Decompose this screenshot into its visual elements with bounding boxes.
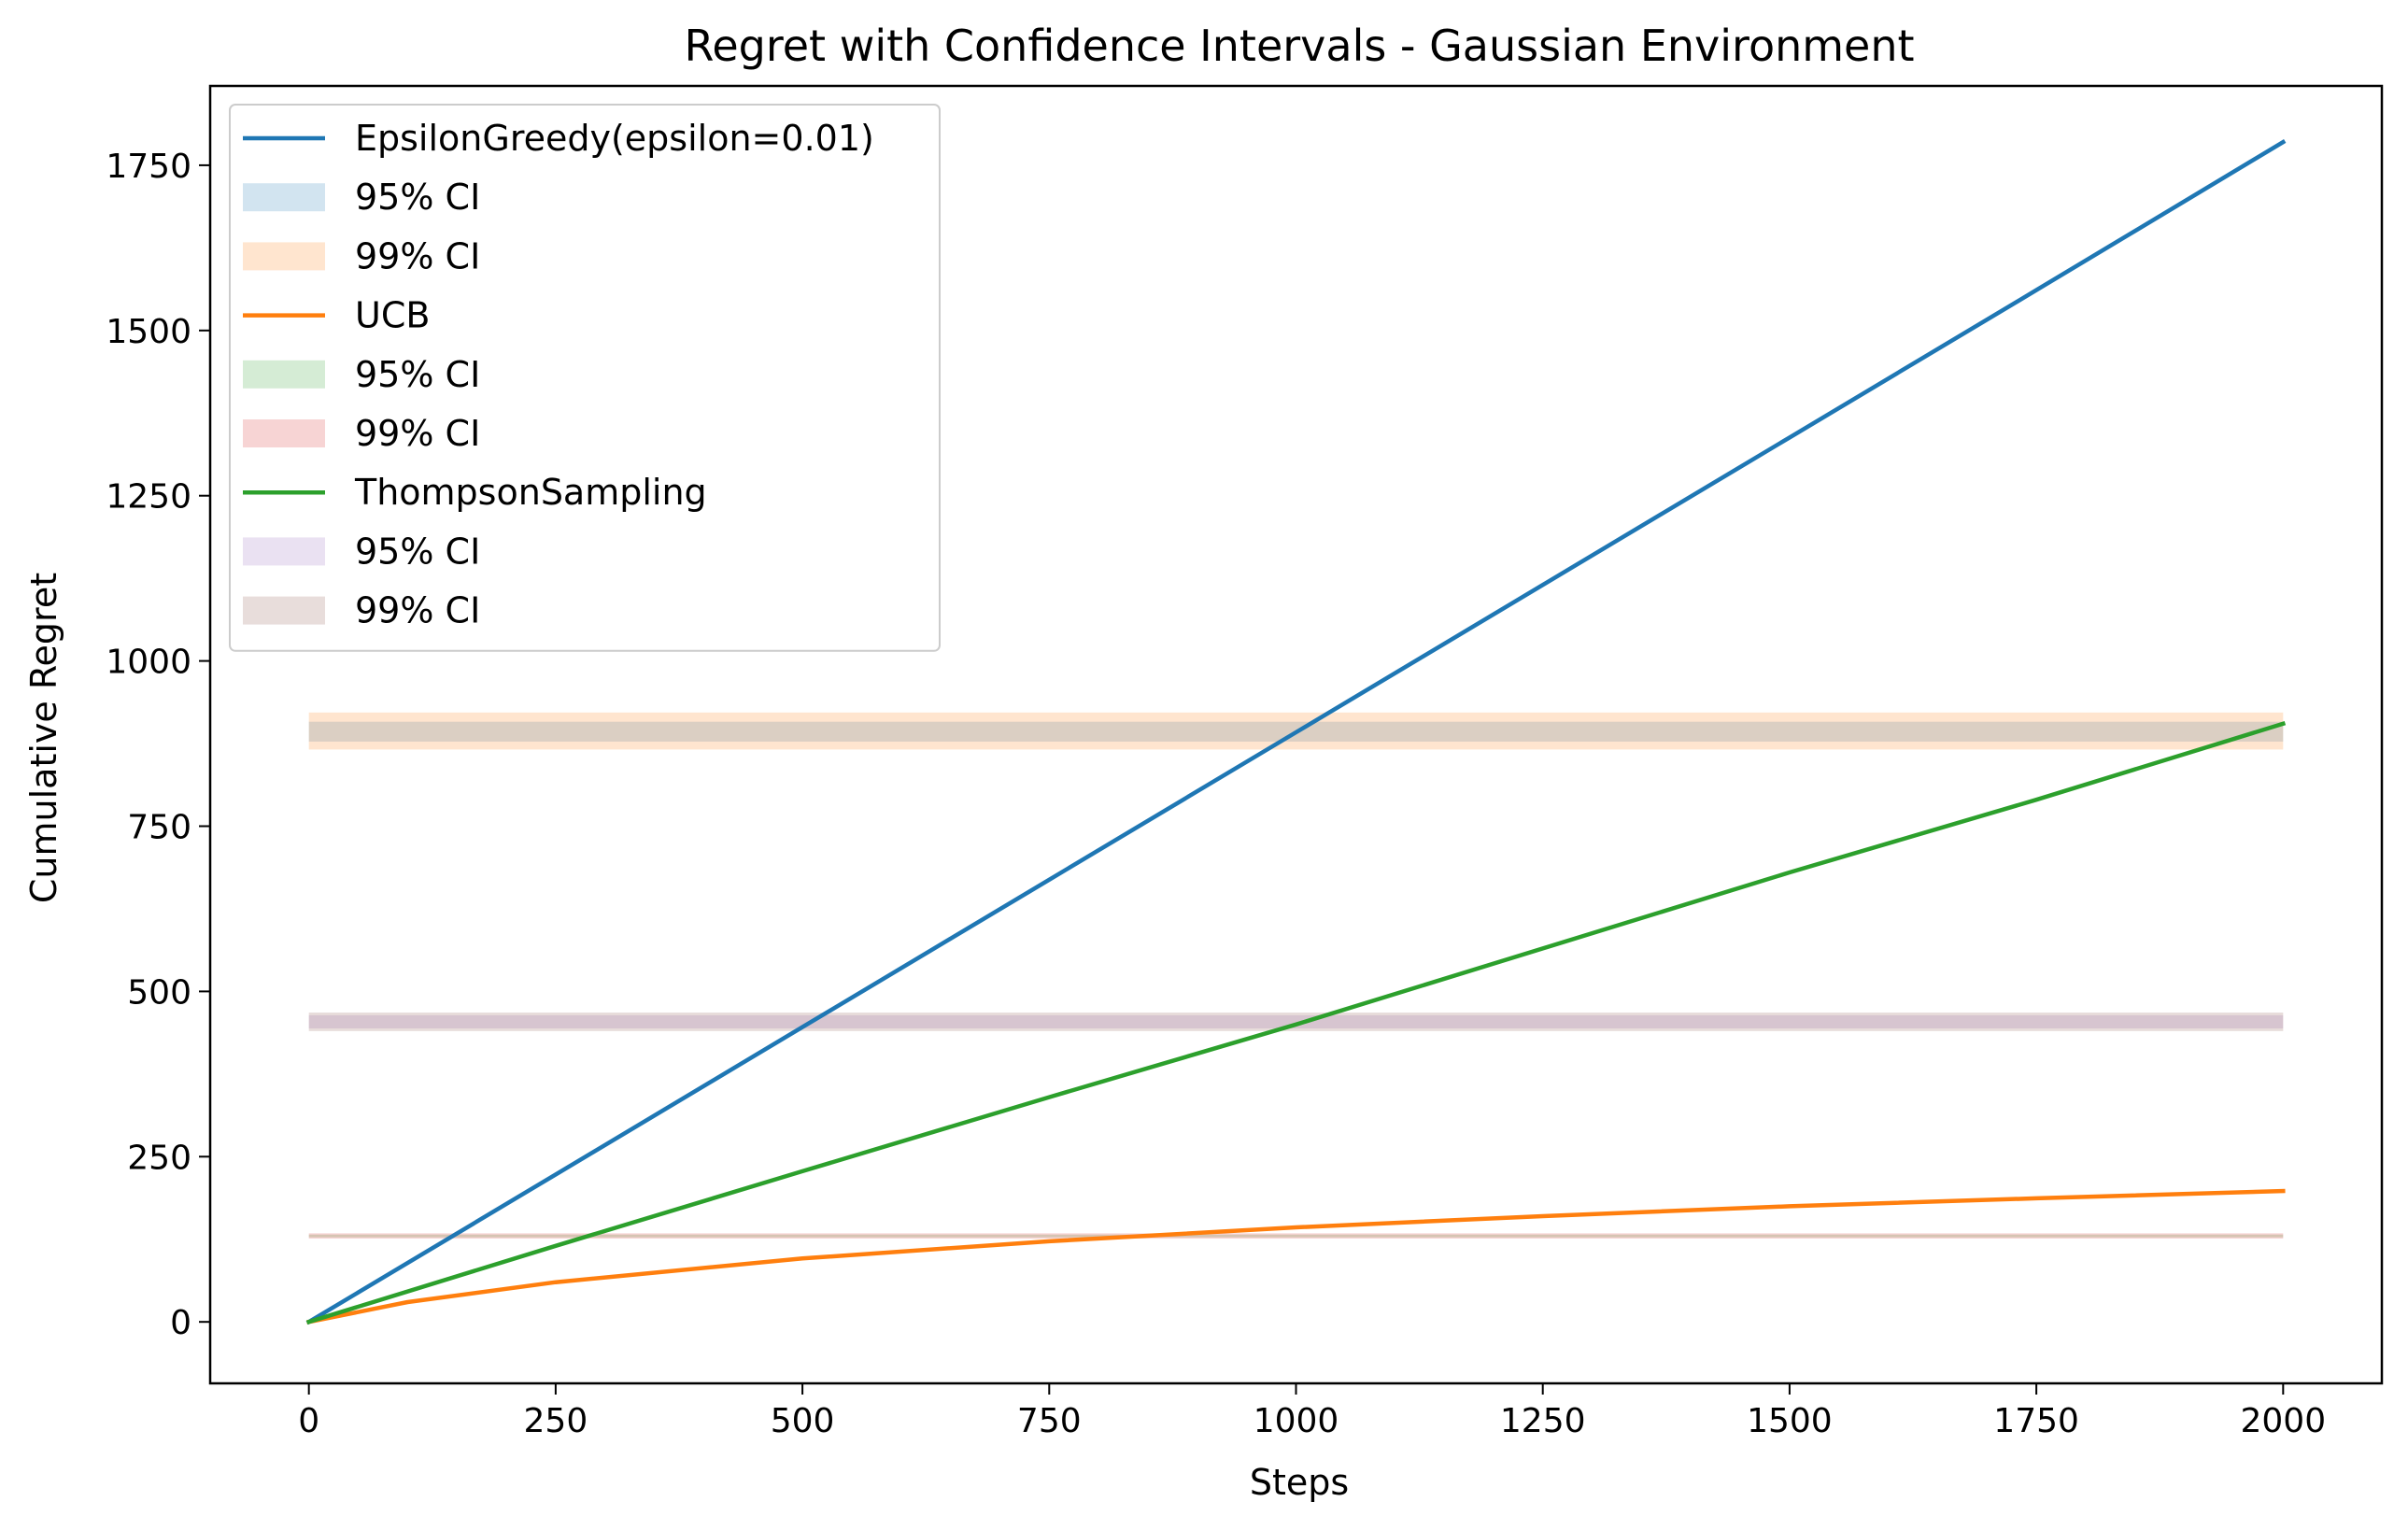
series-line-0: [305, 139, 2287, 1325]
x-tick-label: 1500: [1747, 1402, 1833, 1440]
legend-label: 99% CI: [355, 590, 480, 631]
series-line-1: [306, 1188, 2286, 1325]
ci-band-3: [308, 1233, 2284, 1240]
chart-title: Regret with Confidence Intervals - Gauss…: [684, 21, 1914, 71]
y-tick-label: 1000: [106, 644, 191, 682]
legend-patch-swatch: [243, 360, 325, 389]
legend-box: [229, 104, 941, 652]
x-axis: 0 250 500 750 1000 1250 1500 1750 2000: [298, 1383, 2326, 1440]
y-tick-label: 250: [127, 1139, 191, 1177]
y-tick-label: 1750: [106, 148, 191, 186]
legend-label: EpsilonGreedy(epsilon=0.01): [355, 118, 874, 159]
ci-band-2: [308, 1234, 2284, 1238]
y-tick-label: 750: [127, 809, 191, 847]
x-tick-label: 500: [771, 1402, 835, 1440]
legend-patch-swatch: [243, 537, 325, 566]
legend-label: 99% CI: [355, 235, 480, 276]
legend-patch-swatch: [243, 242, 325, 271]
x-tick-label: 1750: [1993, 1402, 2079, 1440]
y-axis: 0 250 500 750 1000 1250 1500 1750: [106, 148, 210, 1342]
x-tick-label: 250: [524, 1402, 588, 1440]
legend: EpsilonGreedy(epsilon=0.01) 95% CI 99% CI U…: [229, 104, 941, 652]
legend-label: 95% CI: [355, 531, 480, 572]
x-axis-label: Steps: [1250, 1462, 1349, 1503]
legend-patch-swatch: [243, 596, 325, 625]
legend-label: 99% CI: [355, 413, 480, 454]
x-tick-label: 0: [298, 1402, 319, 1440]
y-tick-label: 1500: [106, 313, 191, 351]
y-axis-label: Cumulative Regret: [23, 573, 64, 903]
ci-band-5: [308, 1013, 2284, 1031]
legend-label: 95% CI: [355, 354, 480, 395]
y-tick-label: 500: [127, 973, 191, 1012]
x-tick-label: 1250: [1500, 1402, 1586, 1440]
x-tick-label: 1000: [1254, 1402, 1339, 1440]
legend-patch-swatch: [243, 183, 325, 212]
series-lines: [305, 139, 2287, 1325]
series-line-2: [305, 720, 2287, 1325]
legend-label: 95% CI: [355, 177, 480, 218]
y-tick-label: 0: [170, 1304, 191, 1342]
x-tick-label: 2000: [2241, 1402, 2327, 1440]
legend-patch-swatch: [243, 419, 325, 447]
legend-label: UCB: [355, 295, 430, 336]
y-tick-label: 1250: [106, 478, 191, 517]
legend-label: ThompsonSampling: [354, 472, 707, 513]
x-tick-label: 750: [1017, 1402, 1082, 1440]
